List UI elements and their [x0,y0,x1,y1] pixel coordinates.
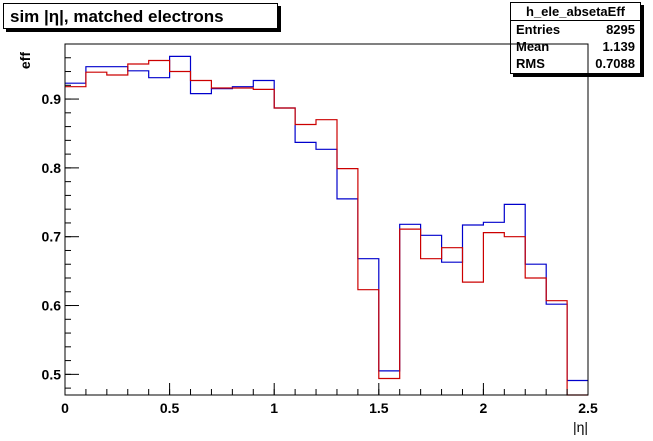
stats-box: h_ele_absetaEff Entries 8295 Mean 1.139 … [510,2,641,74]
stats-label: RMS [516,56,545,71]
y-tick-label: 0.8 [42,160,62,176]
x-tick-label: 2 [480,400,488,416]
stats-value: 8295 [606,22,635,37]
plot-frame [64,43,589,396]
stats-label: Mean [516,39,550,54]
histogram-series-1 [65,59,588,396]
y-tick-label: 0.6 [42,298,62,314]
x-tick-label: 0.5 [160,400,180,416]
stats-label: Entries [516,22,561,37]
stats-value: 1.139 [602,39,635,54]
stats-row-entries: Entries 8295 [511,21,640,38]
histogram-title: sim |η|, matched electrons [3,3,278,29]
x-tick-label: 1 [270,400,278,416]
plot-lines [65,55,588,396]
y-axis-label: eff [17,52,33,69]
y-tick-label: 0.7 [42,229,62,245]
x-tick-label: 0 [61,400,69,416]
x-tick-label: 2.5 [578,400,598,416]
y-tick-label: 0.5 [42,366,62,382]
y-tick-label: 0.9 [42,91,62,107]
x-axis-label: |η| [573,419,588,435]
stats-row-mean: Mean 1.139 [511,38,640,55]
x-tick-label: 1.5 [369,400,389,416]
stats-row-rms: RMS 0.7088 [511,55,640,72]
axis-ticks: 0 0.5 1 1.5 2 2.5 0.5 0.6 0.7 0.8 0.9 [42,57,598,416]
stats-histogram-name: h_ele_absetaEff [511,3,640,21]
histogram-series-0 [65,55,588,382]
stats-value: 0.7088 [595,56,635,71]
